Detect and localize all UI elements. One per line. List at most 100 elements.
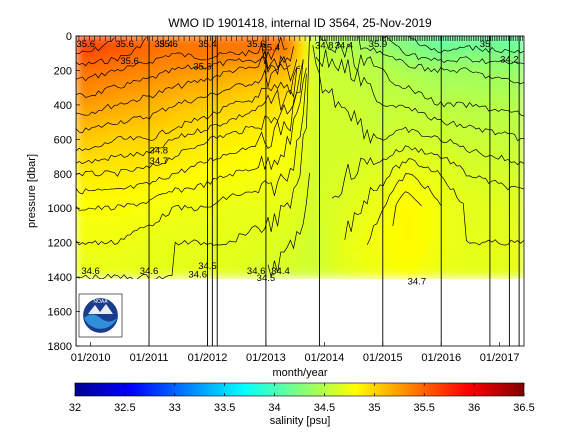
y-tick-label: 400	[54, 100, 72, 112]
heatmap-cell	[110, 121, 119, 132]
heatmap-cell	[516, 113, 524, 123]
heatmap-cell	[369, 87, 378, 97]
heatmap-cell	[250, 104, 259, 114]
heatmap-cell	[474, 113, 483, 123]
heatmap-cell	[446, 95, 455, 106]
heatmap-cell	[292, 268, 301, 278]
heatmap-cell	[425, 95, 434, 106]
heatmap-cell	[145, 95, 154, 106]
heatmap-cell	[194, 233, 203, 244]
heatmap-cell	[334, 199, 343, 209]
heatmap-cell	[369, 104, 378, 114]
heatmap-cell	[425, 242, 434, 252]
heatmap-cell	[264, 147, 273, 158]
contour-line	[76, 68, 301, 165]
heatmap-cell	[187, 242, 196, 252]
heatmap-cell	[131, 147, 140, 158]
heatmap-cell	[320, 207, 329, 218]
heatmap-cell	[82, 190, 91, 201]
heatmap-cell	[124, 95, 133, 106]
heatmap-cell	[250, 113, 259, 123]
heatmap-cell	[250, 190, 259, 201]
heatmap-cell	[481, 121, 490, 132]
heatmap-cell	[152, 36, 161, 46]
heatmap-cell	[229, 156, 238, 166]
heatmap-cell	[152, 242, 161, 252]
heatmap-cell	[110, 268, 119, 278]
heatmap-cell	[138, 61, 147, 71]
heatmap-cell	[257, 216, 266, 226]
heatmap-cell	[159, 190, 168, 201]
heatmap-cell	[243, 216, 252, 226]
heatmap-cell	[509, 216, 518, 226]
heatmap-cell	[89, 147, 98, 158]
heatmap-cell	[481, 130, 490, 140]
heatmap-cell	[278, 216, 287, 226]
heatmap-cell	[180, 173, 189, 183]
heatmap-cell	[236, 104, 245, 114]
heatmap-cell	[418, 78, 427, 89]
heatmap-cell	[103, 61, 112, 71]
heatmap-cell	[488, 268, 497, 278]
heatmap-cell	[313, 130, 322, 140]
heatmap-cell	[180, 78, 189, 89]
heatmap-cell	[180, 216, 189, 226]
heatmap-cell	[145, 173, 154, 183]
heatmap-cell	[89, 121, 98, 132]
heatmap-cell	[96, 233, 105, 244]
heatmap-cell	[418, 250, 427, 261]
heatmap-cell	[229, 130, 238, 140]
heatmap-cell	[348, 216, 357, 226]
heatmap-cell	[460, 147, 469, 158]
heatmap-cell	[516, 61, 524, 71]
heatmap-cell	[439, 190, 448, 201]
heatmap-cell	[320, 224, 329, 235]
heatmap-cell	[397, 44, 406, 54]
heatmap-cell	[117, 216, 126, 226]
heatmap-cell	[82, 44, 91, 54]
heatmap-cell	[229, 69, 238, 80]
heatmap-cell	[327, 216, 336, 226]
heatmap-cell	[341, 199, 350, 209]
heatmap-cell	[516, 173, 524, 183]
heatmap-cell	[474, 268, 483, 278]
heatmap-cell	[306, 250, 315, 261]
heatmap-cell	[362, 61, 371, 71]
heatmap-cell	[243, 173, 252, 183]
heatmap-cell	[411, 95, 420, 106]
contour-label: 34.6	[140, 266, 159, 277]
heatmap-cell	[460, 95, 469, 106]
heatmap-cell	[502, 95, 511, 106]
heatmap-cell	[194, 156, 203, 166]
heatmap-cell	[383, 113, 392, 123]
heatmap-cell	[131, 181, 140, 192]
heatmap-cell	[327, 121, 336, 132]
heatmap-cell	[82, 242, 91, 252]
heatmap-cell	[257, 268, 266, 278]
heatmap-cell	[243, 87, 252, 97]
heatmap-cell	[96, 173, 105, 183]
heatmap-cell	[103, 44, 112, 54]
heatmap-cell	[236, 233, 245, 244]
heatmap-cell	[488, 259, 497, 269]
heatmap-cell	[76, 36, 84, 46]
heatmap-cell	[320, 268, 329, 278]
heatmap-cell	[173, 181, 182, 192]
heatmap-cell	[313, 147, 322, 158]
heatmap-cell	[474, 173, 483, 183]
heatmap-cell	[418, 121, 427, 132]
heatmap-cell	[215, 69, 224, 80]
heatmap-cell	[502, 173, 511, 183]
heatmap-cell	[131, 250, 140, 261]
heatmap-cell	[117, 242, 126, 252]
heatmap-cell	[481, 181, 490, 192]
heatmap-cell	[159, 224, 168, 235]
heatmap-cell	[397, 250, 406, 261]
heatmap-cell	[390, 207, 399, 218]
heatmap-cell	[264, 259, 273, 269]
heatmap-cell	[509, 69, 518, 80]
heatmap-cell	[229, 181, 238, 192]
colorbar-label: salinity [psu]	[270, 415, 331, 427]
heatmap-cell	[117, 78, 126, 89]
heatmap-cell	[404, 44, 413, 54]
